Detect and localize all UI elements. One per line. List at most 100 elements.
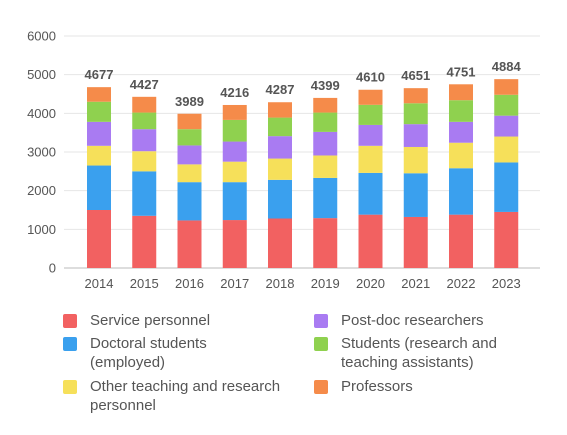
bar-segment [177, 145, 202, 165]
bar-segment [87, 210, 111, 268]
bar-segment [268, 179, 292, 219]
y-tick-label: 3000 [27, 145, 56, 160]
legend-label: Service personnel [90, 312, 211, 329]
legend-swatch [314, 337, 328, 351]
bar-segment [222, 220, 247, 268]
total-label: 4610 [356, 70, 385, 85]
bar-segment [313, 97, 338, 113]
legend-swatch [63, 337, 77, 351]
x-tick-label: 2016 [175, 276, 204, 291]
bar-segment [358, 145, 383, 173]
bar-segment [222, 141, 247, 162]
bar-segment [268, 218, 292, 268]
bar-segment [268, 117, 292, 137]
total-labels: 4677 4427 3989 4216 4287 4399 4610 4651 4751 4884 [85, 59, 522, 109]
bar-segment [177, 129, 202, 146]
bar-segment [403, 146, 428, 174]
bar-segment [358, 89, 383, 105]
legend-label: Doctoral students (employed) [90, 335, 207, 371]
bar-segment [132, 129, 157, 152]
y-tick-label: 1000 [27, 222, 56, 237]
bar-segment [403, 173, 428, 217]
bar-segment [132, 215, 157, 268]
x-tick-label: 2019 [311, 276, 340, 291]
legend-swatch [63, 314, 77, 328]
bar-segment [222, 104, 247, 120]
bar-segment [449, 84, 473, 101]
bar-segment [449, 100, 473, 122]
bar-segment [268, 136, 292, 159]
legend-item-service-personnel: Service personnel [63, 311, 210, 330]
bar-segment [268, 158, 292, 180]
bar-segment [313, 218, 338, 268]
total-label: 4399 [311, 78, 340, 93]
bar-segment [313, 177, 338, 219]
bar-segment [358, 214, 383, 268]
bar-segment [87, 101, 111, 122]
bar-segment [449, 142, 473, 169]
bar-segment [87, 145, 111, 166]
bar-segment [494, 94, 519, 116]
bar-segment [132, 171, 157, 216]
bar-segment [132, 112, 157, 130]
total-label: 4751 [447, 64, 476, 79]
bars [87, 79, 519, 268]
bar-segment [222, 161, 247, 183]
y-tick-label: 5000 [27, 67, 56, 82]
y-tick-label: 4000 [27, 106, 56, 121]
bar-segment [132, 151, 157, 172]
bar-segment [313, 155, 338, 178]
x-tick-label: 2022 [447, 276, 476, 291]
bar-segment [403, 103, 428, 125]
legend-item-other-teaching: Other teaching and research personnel [63, 377, 283, 415]
legend-swatch [63, 380, 77, 394]
x-axis-ticks: 2014 2015 2016 2017 2018 2019 2020 2021 2022 2023 [85, 276, 521, 291]
bar-segment [268, 102, 292, 118]
total-label: 4677 [85, 67, 114, 82]
bar-segment [177, 220, 202, 268]
y-tick-label: 0 [49, 261, 56, 276]
bar-segment [494, 136, 519, 163]
y-axis-ticks: 0 1000 2000 3000 4000 5000 6000 [27, 29, 56, 276]
bar-segment [177, 182, 202, 221]
bar-segment [494, 162, 519, 212]
x-tick-label: 2023 [492, 276, 521, 291]
legend-item-post-doc: Post-doc researchers [314, 311, 484, 330]
total-label: 3989 [175, 94, 204, 109]
legend-item-doctoral-students: Doctoral students (employed) [63, 334, 283, 372]
bar-segment [403, 216, 428, 268]
legend-swatch [314, 380, 328, 394]
x-tick-label: 2021 [401, 276, 430, 291]
y-tick-label: 6000 [27, 29, 56, 44]
bar-segment [313, 131, 338, 156]
bar-segment [403, 88, 428, 104]
x-tick-label: 2020 [356, 276, 385, 291]
bar-segment [132, 96, 157, 113]
total-label: 4651 [401, 68, 430, 83]
bar-segment [449, 121, 473, 143]
bar-segment [222, 182, 247, 221]
bar-segment [87, 165, 111, 210]
legend-swatch [314, 314, 328, 328]
bar-segment [358, 124, 383, 146]
bar-segment [358, 104, 383, 125]
legend-label: Students (research and teaching assistan… [341, 335, 497, 371]
x-tick-label: 2015 [130, 276, 159, 291]
bar-segment [87, 87, 111, 102]
total-label: 4287 [266, 82, 295, 97]
bar-segment [222, 119, 247, 142]
bar-segment [449, 168, 473, 215]
legend-label: Other teaching and research personnel [90, 378, 281, 414]
legend-item-professors: Professors [314, 377, 413, 396]
legend-item-students-assistants: Students (research and teaching assistan… [314, 334, 539, 372]
total-label: 4427 [130, 77, 159, 92]
bar-segment [87, 121, 111, 146]
y-tick-label: 2000 [27, 183, 56, 198]
bar-segment [177, 113, 202, 130]
x-tick-label: 2014 [85, 276, 114, 291]
stacked-bar-chart: 0 1000 2000 3000 4000 5000 6000 2014 2015 2016 20… [27, 29, 540, 291]
bar-segment [494, 211, 519, 268]
legend-label: Post-doc researchers [341, 312, 484, 329]
bar-segment [494, 115, 519, 137]
total-label: 4216 [220, 85, 249, 100]
